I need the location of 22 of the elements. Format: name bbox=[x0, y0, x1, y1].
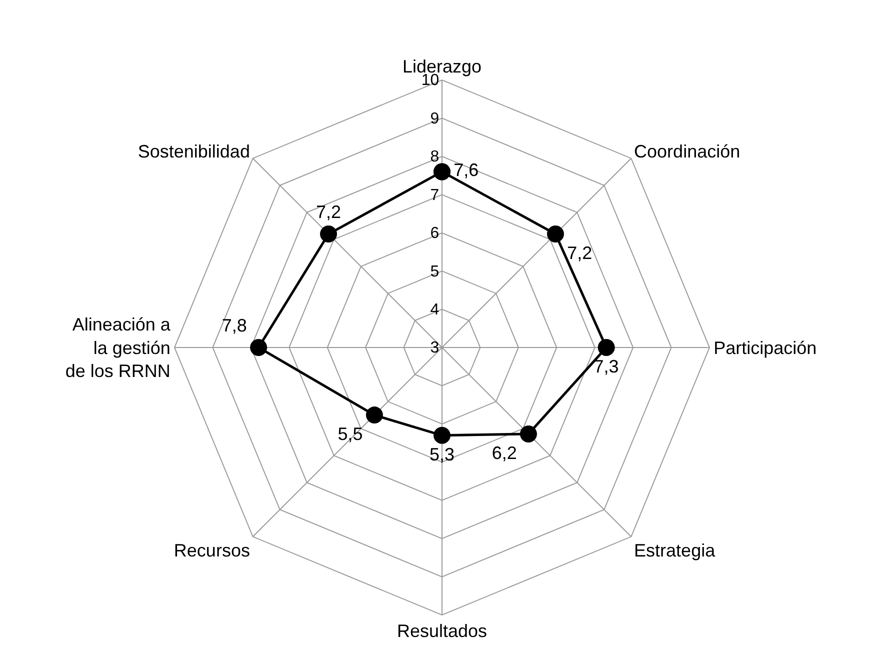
data-label: 7,3 bbox=[594, 356, 619, 377]
y-tick-label: 6 bbox=[430, 225, 440, 242]
y-tick-label: 8 bbox=[430, 148, 440, 166]
data-label: 6,2 bbox=[492, 443, 517, 464]
spoke-label: Recursos bbox=[174, 540, 250, 561]
data-label: 7,2 bbox=[567, 243, 592, 264]
y-tick-label: 5 bbox=[430, 263, 440, 280]
data-label: 7,8 bbox=[222, 315, 247, 336]
spoke-label: Participación bbox=[714, 338, 817, 358]
spoke-label: Alineación a la gestión de los RRNN bbox=[65, 314, 172, 382]
data-label: 7,6 bbox=[454, 160, 479, 180]
spoke-label: Sostenibilidad bbox=[138, 141, 250, 162]
data-label: 5,5 bbox=[338, 424, 363, 444]
spoke-label: Resultados bbox=[396, 621, 488, 642]
spoke-label: Coordinación bbox=[634, 141, 740, 162]
y-tick-label: 7 bbox=[430, 186, 440, 204]
spoke-label: Estrategia bbox=[634, 540, 716, 561]
y-tick-label: 9 bbox=[430, 110, 440, 128]
data-label: 5,3 bbox=[429, 444, 455, 465]
y-tick-label: 3 bbox=[430, 340, 440, 357]
data-label: 7,2 bbox=[316, 202, 342, 222]
y-tick-label: 4 bbox=[430, 301, 440, 318]
